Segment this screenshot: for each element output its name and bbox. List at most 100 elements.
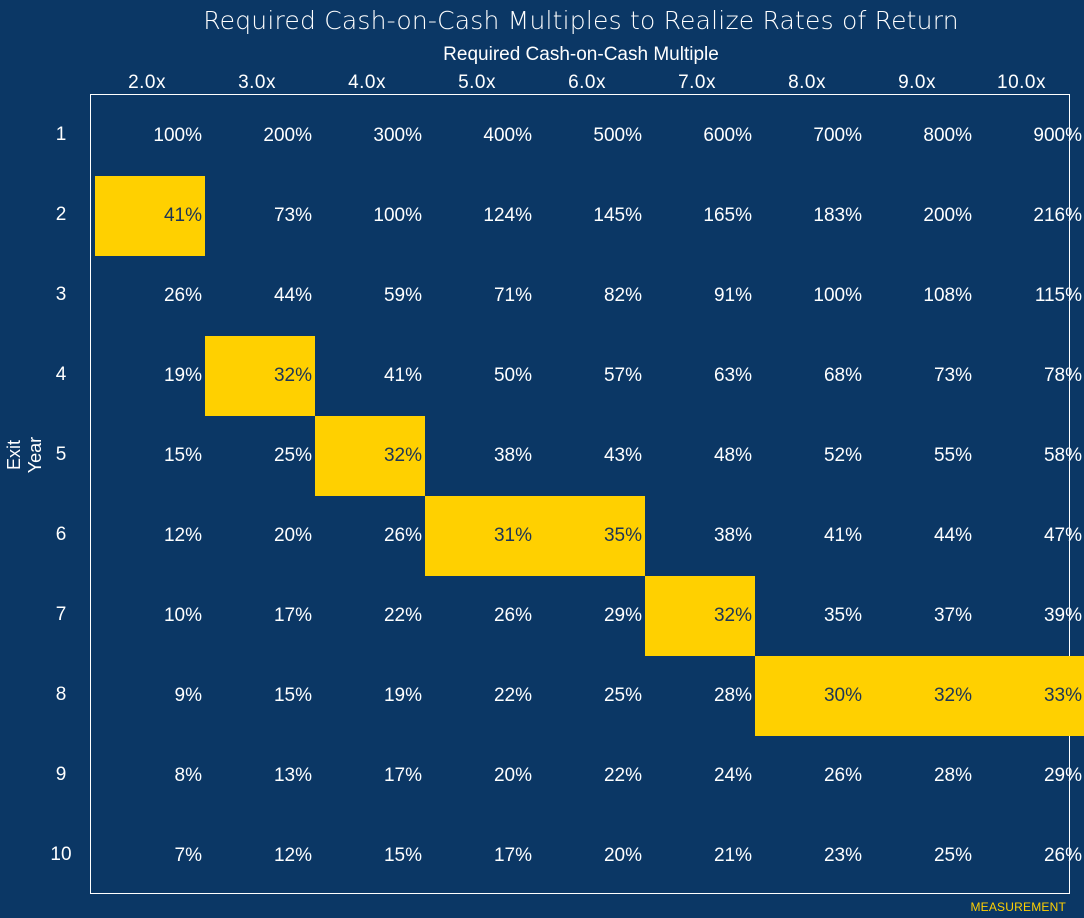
table-cell: 15% xyxy=(95,416,205,496)
cell-value: 25% xyxy=(933,845,972,866)
table-cell: 38% xyxy=(425,416,535,496)
table-cell: 22% xyxy=(535,736,645,816)
cell-value: 30% xyxy=(823,685,862,706)
table-cell: 12% xyxy=(205,816,315,896)
cell-value: 52% xyxy=(823,445,862,466)
table-cell: 58% xyxy=(975,416,1084,496)
highlighted-cell: 32% xyxy=(865,656,975,736)
table-cell: 25% xyxy=(205,416,315,496)
table-cell: 200% xyxy=(205,96,315,176)
table-cell: 19% xyxy=(95,336,205,416)
cell-value: 200% xyxy=(263,125,312,146)
table-border xyxy=(90,94,1070,894)
table-cell: 7% xyxy=(95,816,205,896)
table-cell: 20% xyxy=(535,816,645,896)
column-axis-title: Required Cash-on-Cash Multiple xyxy=(443,44,719,65)
table-cell: 43% xyxy=(535,416,645,496)
table-cell: 44% xyxy=(205,256,315,336)
table-cell: 183% xyxy=(755,176,865,256)
highlighted-cell: 33% xyxy=(975,656,1084,736)
table-cell: 63% xyxy=(645,336,755,416)
cell-value: 7% xyxy=(174,845,202,866)
cell-value: 82% xyxy=(603,285,642,306)
cell-value: 26% xyxy=(1043,845,1082,866)
column-header: 3.0x xyxy=(238,72,276,93)
cell-value: 26% xyxy=(823,765,862,786)
table-cell: 41% xyxy=(315,336,425,416)
cell-value: 19% xyxy=(163,365,202,386)
table-cell: 50% xyxy=(425,336,535,416)
table-cell: 300% xyxy=(315,96,425,176)
table-cell: 19% xyxy=(315,656,425,736)
table-cell: 124% xyxy=(425,176,535,256)
table-cell: 9% xyxy=(95,656,205,736)
column-header: 4.0x xyxy=(348,72,386,93)
cell-value: 22% xyxy=(603,765,642,786)
table-cell: 600% xyxy=(645,96,755,176)
cell-value: 23% xyxy=(823,845,862,866)
table-cell: 57% xyxy=(535,336,645,416)
column-header: 9.0x xyxy=(898,72,936,93)
column-header: 6.0x xyxy=(568,72,606,93)
cell-value: 44% xyxy=(273,285,312,306)
table-cell: 15% xyxy=(205,656,315,736)
table-cell: 29% xyxy=(975,736,1084,816)
table-cell: 700% xyxy=(755,96,865,176)
cell-value: 44% xyxy=(933,525,972,546)
column-header: 7.0x xyxy=(678,72,716,93)
cell-value: 20% xyxy=(493,765,532,786)
cell-value: 73% xyxy=(933,365,972,386)
cell-value: 47% xyxy=(1043,525,1082,546)
table-cell: 900% xyxy=(975,96,1084,176)
cell-value: 48% xyxy=(713,445,752,466)
cell-value: 28% xyxy=(713,685,752,706)
table-cell: 39% xyxy=(975,576,1084,656)
cell-value: 28% xyxy=(933,765,972,786)
column-header: 10.0x xyxy=(997,72,1046,93)
table-cell: 26% xyxy=(975,816,1084,896)
cell-value: 91% xyxy=(713,285,752,306)
table-cell: 23% xyxy=(755,816,865,896)
table-cell: 115% xyxy=(975,256,1084,336)
table-cell: 8% xyxy=(95,736,205,816)
cell-value: 900% xyxy=(1033,125,1082,146)
cell-value: 22% xyxy=(383,605,422,626)
table-cell: 78% xyxy=(975,336,1084,416)
cell-value: 12% xyxy=(273,845,312,866)
row-label: 2 xyxy=(55,204,67,225)
row-label: 8 xyxy=(55,684,67,705)
table-cell: 500% xyxy=(535,96,645,176)
table-cell: 400% xyxy=(425,96,535,176)
table-cell: 37% xyxy=(865,576,975,656)
cell-value: 20% xyxy=(603,845,642,866)
cell-value: 200% xyxy=(923,205,972,226)
table-cell: 17% xyxy=(425,816,535,896)
table-cell: 100% xyxy=(755,256,865,336)
cell-value: 32% xyxy=(273,365,312,386)
table-cell: 52% xyxy=(755,416,865,496)
cell-value: 183% xyxy=(813,205,862,226)
cell-value: 400% xyxy=(483,125,532,146)
cell-value: 37% xyxy=(933,605,972,626)
cell-value: 17% xyxy=(273,605,312,626)
cell-value: 29% xyxy=(603,605,642,626)
cell-value: 165% xyxy=(703,205,752,226)
cell-value: 8% xyxy=(174,765,202,786)
cell-value: 38% xyxy=(493,445,532,466)
cell-value: 35% xyxy=(823,605,862,626)
cell-value: 25% xyxy=(603,685,642,706)
cell-value: 71% xyxy=(493,285,532,306)
table-cell: 28% xyxy=(865,736,975,816)
cell-value: 15% xyxy=(163,445,202,466)
table-cell: 38% xyxy=(645,496,755,576)
cell-value: 216% xyxy=(1033,205,1082,226)
cell-value: 26% xyxy=(493,605,532,626)
table-cell: 13% xyxy=(205,736,315,816)
cell-value: 73% xyxy=(273,205,312,226)
cell-value: 300% xyxy=(373,125,422,146)
cell-value: 100% xyxy=(373,205,422,226)
table-cell: 71% xyxy=(425,256,535,336)
cell-value: 32% xyxy=(933,685,972,706)
row-label: 5 xyxy=(55,444,67,465)
